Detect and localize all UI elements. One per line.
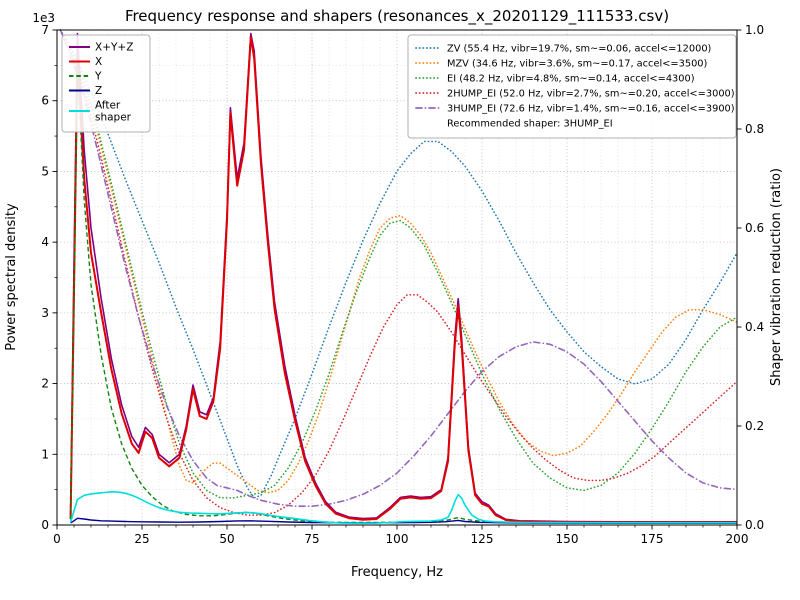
legend-item-sum: X+Y+Z	[69, 42, 133, 54]
legend-label-sum: X+Y+Z	[95, 42, 133, 54]
x-axis-label: Frequency, Hz	[351, 565, 443, 580]
legend-label-ZV: ZV (55.4 Hz, vibr=19.7%, sm~=0.06, accel…	[447, 44, 711, 55]
x-tick-label: 100	[386, 532, 409, 546]
y-left-tick-label: 7	[41, 23, 49, 37]
y-right-tick-label: 0.4	[745, 320, 764, 334]
y-right-tick-label: 0.2	[745, 419, 764, 433]
y-left-tick-label: 4	[41, 235, 49, 249]
plot-area: 0 25 50 75 100 125 150 175 200 0 1 2 3 4 5 6 7 0.0 0.2 0.4 0…	[41, 23, 764, 546]
y-left-tick-label: 2	[41, 377, 49, 391]
series-x-line	[69, 36, 737, 524]
y-right-tick-label: 0.0	[745, 518, 764, 532]
y-left-tick-label: 0	[41, 518, 49, 532]
x-tick-label: 75	[304, 532, 319, 546]
series-after_shaper-line	[69, 491, 737, 524]
axis-ticks: 0 25 50 75 100 125 150 175 200 0 1 2 3 4 5 6 7 0.0 0.2 0.4 0…	[41, 23, 764, 546]
shaper-series-group	[59, 29, 738, 516]
series-z-line	[70, 517, 737, 524]
y-left-tick-label: 1	[41, 447, 49, 461]
psd-legend-box	[61, 34, 151, 133]
psd-legend: X+Y+Z XYZ After shaper	[61, 34, 151, 133]
series-y-line	[69, 64, 737, 524]
legend-item-y: Y	[69, 71, 102, 83]
series-2HUMP_EI-line	[59, 29, 738, 516]
series-EI-line	[59, 29, 738, 499]
legend-item-EI: EI (48.2 Hz, vibr=4.8%, sm~=0.14, accel<…	[415, 74, 695, 85]
psd-series-group	[69, 32, 737, 524]
y-left-axis-label: Power spectral density	[4, 203, 19, 351]
legend-item-after_shaper: After shaper	[69, 100, 132, 124]
y-right-tick-label: 1.0	[745, 23, 764, 37]
legend-item-2HUMP_EI: 2HUMP_EI (52.0 Hz, vibr=2.7%, sm~=0.20, …	[415, 89, 735, 100]
shaper-legend-box	[407, 34, 737, 139]
y-right-axis-label: Shaper vibration reduction (ratio)	[769, 168, 784, 386]
legend-label-y: Y	[94, 71, 102, 83]
legend-item-3HUMP_EI: 3HUMP_EI (72.6 Hz, vibr=1.4%, sm~=0.16, …	[415, 104, 735, 115]
x-tick-label: 125	[471, 532, 494, 546]
x-tick-label: 25	[134, 532, 149, 546]
y-left-tick-label: 5	[41, 164, 49, 178]
series-MZV-line	[59, 29, 738, 494]
legend-label-EI: EI (48.2 Hz, vibr=4.8%, sm~=0.14, accel<…	[447, 74, 695, 85]
legend-item-ZV: ZV (55.4 Hz, vibr=19.7%, sm~=0.06, accel…	[415, 44, 711, 55]
series-3HUMP_EI-line	[59, 29, 738, 507]
legend-item-recommended-shaper: Recommended shaper: 3HUMP_EI	[447, 119, 613, 130]
legend-label-z: Z	[95, 85, 102, 97]
legend-item-MZV: MZV (34.6 Hz, vibr=3.6%, sm~=0.17, accel…	[415, 59, 707, 70]
chart-title: Frequency response and shapers (resonanc…	[125, 7, 669, 26]
x-tick-label: 175	[641, 532, 664, 546]
recommended-shaper-note: Recommended shaper: 3HUMP_EI	[447, 119, 613, 130]
legend-label-x: X	[95, 56, 102, 68]
legend-item-x: X	[69, 56, 102, 68]
legend-label-MZV: MZV (34.6 Hz, vibr=3.6%, sm~=0.17, accel…	[447, 59, 707, 70]
y-right-tick-label: 0.8	[745, 122, 764, 136]
y-left-offset-label: 1e3	[32, 11, 55, 25]
x-tick-label: 200	[726, 532, 749, 546]
shaper-legend: ZV (55.4 Hz, vibr=19.7%, sm~=0.06, accel…	[407, 34, 737, 139]
y-left-tick-label: 6	[41, 94, 49, 108]
y-right-tick-label: 0.6	[745, 221, 764, 235]
legend-label-3HUMP_EI: 3HUMP_EI (72.6 Hz, vibr=1.4%, sm~=0.16, …	[447, 104, 735, 115]
x-tick-label: 0	[53, 532, 61, 546]
legend-label-after_shaper: After shaper	[95, 100, 132, 124]
x-tick-label: 150	[556, 532, 579, 546]
y-left-tick-label: 3	[41, 306, 49, 320]
legend-label-2HUMP_EI: 2HUMP_EI (52.0 Hz, vibr=2.7%, sm~=0.20, …	[447, 89, 735, 100]
x-tick-label: 50	[219, 532, 234, 546]
legend-item-z: Z	[69, 85, 102, 97]
